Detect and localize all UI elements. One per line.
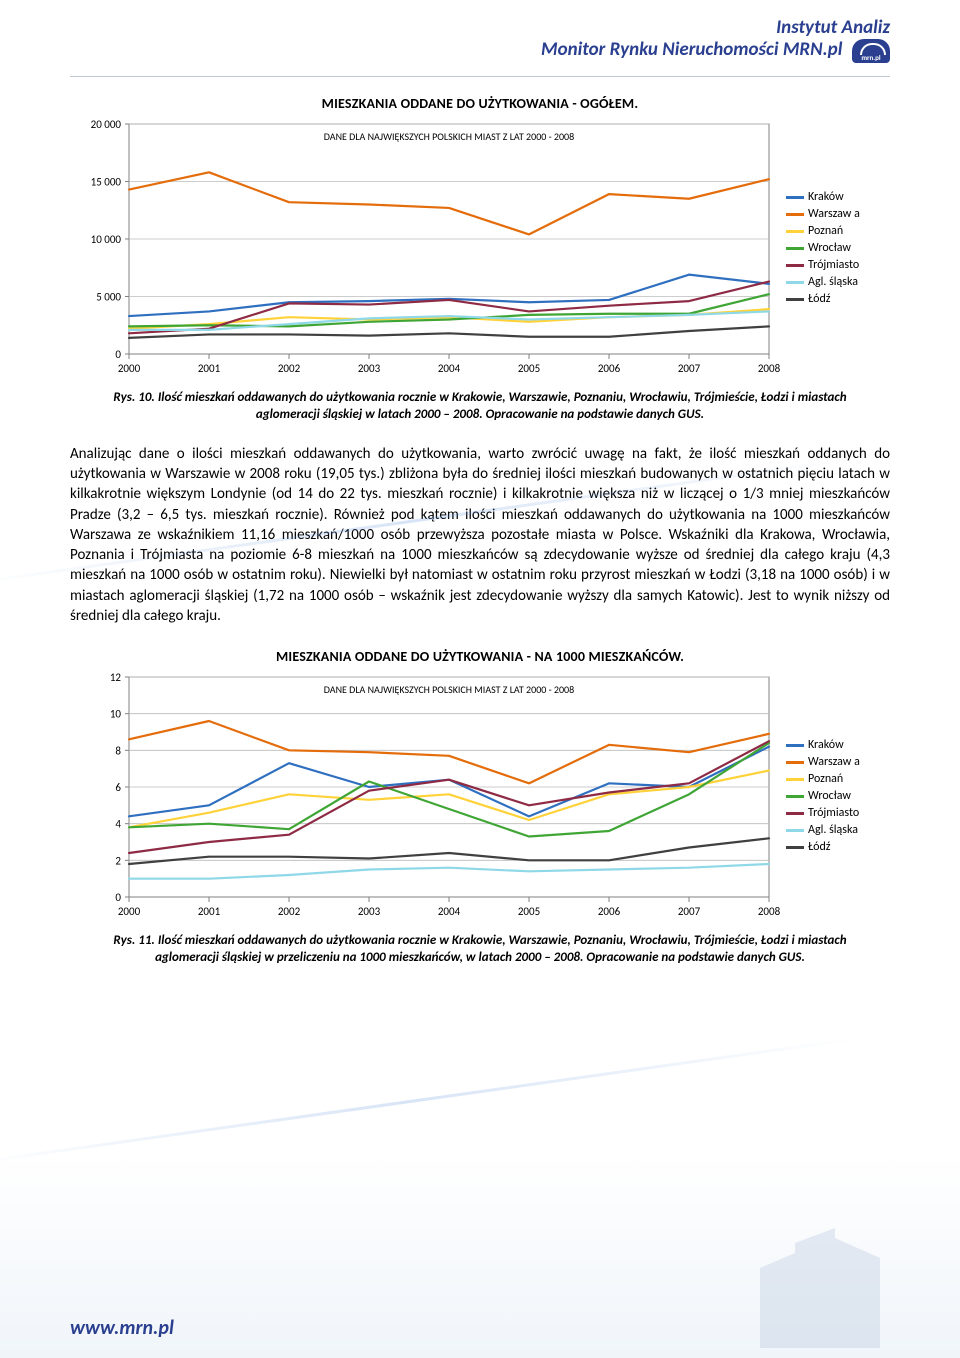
legend-label: Poznań [808,224,843,238]
legend-label: Kraków [808,190,844,204]
chart2-block: MIESZKANIA ODDANE DO UŻYTKOWANIA - NA 10… [70,648,890,923]
svg-text:4: 4 [115,818,121,831]
legend-swatch [786,264,804,267]
legend-item: Warszaw a [786,755,890,769]
legend-item: Trójmiasto [786,258,890,272]
caption1: Rys. 10. Ilość mieszkań oddawanych do uż… [100,390,860,424]
bg-stripe [0,1037,856,1165]
chart1-block: MIESZKANIA ODDANE DO UŻYTKOWANIA - OGÓŁE… [70,95,890,380]
svg-text:2001: 2001 [198,905,221,918]
legend-item: Łódź [786,840,890,854]
brand-block: Instytut Analiz Monitor Rynku Nieruchomo… [541,18,890,63]
svg-text:2007: 2007 [678,905,701,918]
legend-item: Poznań [786,224,890,238]
legend-label: Agl. śląska [808,823,858,837]
svg-text:8: 8 [115,744,121,757]
legend-swatch [786,795,804,798]
chart2-title: MIESZKANIA ODDANE DO UŻYTKOWANIA - NA 10… [70,648,890,665]
legend-label: Warszaw a [808,207,860,221]
header-divider [70,76,890,77]
legend-swatch [786,281,804,284]
legend-label: Wrocław [808,241,851,255]
legend-item: Poznań [786,772,890,786]
legend-swatch [786,744,804,747]
caption2: Rys. 11. Ilość mieszkań oddawanych do uż… [100,933,860,967]
legend-swatch [786,829,804,832]
svg-text:2008: 2008 [758,905,780,918]
brand-line2: Monitor Rynku Nieruchomości MRN.pl [541,38,842,61]
chart1-svg: 0 5 000 10 000 15 000 20 000 DANE DLA NAJWIĘK… [70,116,780,380]
legend-label: Łódź [808,292,831,306]
page: Instytut Analiz Monitor Rynku Nieruchomo… [0,0,960,1358]
svg-text:5 000: 5 000 [96,291,121,304]
svg-text:2: 2 [115,854,121,867]
legend-swatch [786,230,804,233]
legend-label: Warszaw a [808,755,860,769]
svg-text:20 000: 20 000 [91,118,122,131]
svg-text:2002: 2002 [278,362,301,375]
legend-item: Agl. śląska [786,823,890,837]
svg-text:0: 0 [115,348,121,361]
legend-swatch [786,298,804,301]
legend-item: Kraków [786,738,890,752]
legend-swatch [786,247,804,250]
legend-swatch [786,778,804,781]
svg-text:10 000: 10 000 [91,233,122,246]
svg-text:DANE DLA NAJWIĘKSZYCH POLSKICH: DANE DLA NAJWIĘKSZYCH POLSKICH MIAST Z L… [324,683,574,696]
brand-logo-icon [852,39,890,63]
legend-swatch [786,196,804,199]
legend-swatch [786,846,804,849]
svg-text:2005: 2005 [518,905,540,918]
chart1-title: MIESZKANIA ODDANE DO UŻYTKOWANIA - OGÓŁE… [70,95,890,112]
legend-label: Agl. śląska [808,275,858,289]
footer-url: www.mrn.pl [70,1316,174,1340]
legend-label: Wrocław [808,789,851,803]
svg-text:2006: 2006 [598,905,621,918]
svg-text:0: 0 [115,891,121,904]
svg-text:2000: 2000 [118,905,141,918]
chart1-legend: Kraków Warszaw a Poznań Wrocław Trójmiasto Ag… [780,116,890,380]
svg-text:10: 10 [110,708,122,721]
legend-label: Trójmiasto [808,806,859,820]
svg-text:2001: 2001 [198,362,221,375]
legend-item: Wrocław [786,789,890,803]
legend-label: Trójmiasto [808,258,859,272]
svg-text:15 000: 15 000 [91,176,122,189]
svg-text:2004: 2004 [438,905,461,918]
chart2-svg: 0 2 4 6 8 10 12 DANE DLA NAJWIĘKSZYCH POLSKICH … [70,669,780,923]
legend-item: Wrocław [786,241,890,255]
legend-item: Łódź [786,292,890,306]
legend-item: Trójmiasto [786,806,890,820]
svg-text:2008: 2008 [758,362,780,375]
svg-text:2000: 2000 [118,362,141,375]
legend-item: Kraków [786,190,890,204]
svg-text:DANE DLA NAJWIĘKSZYCH POLSKICH: DANE DLA NAJWIĘKSZYCH POLSKICH MIAST Z L… [324,130,574,143]
svg-text:2003: 2003 [358,905,381,918]
svg-text:2006: 2006 [598,362,621,375]
legend-item: Agl. śląska [786,275,890,289]
svg-text:2004: 2004 [438,362,461,375]
legend-item: Warszaw a [786,207,890,221]
svg-text:2007: 2007 [678,362,701,375]
svg-text:2005: 2005 [518,362,540,375]
brand-line1: Instytut Analiz [776,16,890,39]
legend-label: Kraków [808,738,844,752]
legend-label: Łódź [808,840,831,854]
svg-text:2002: 2002 [278,905,301,918]
legend-swatch [786,761,804,764]
legend-swatch [786,213,804,216]
chart2-legend: Kraków Warszaw a Poznań Wrocław Trójmiasto Ag… [780,669,890,923]
svg-text:6: 6 [115,781,121,794]
svg-text:12: 12 [110,671,122,684]
bg-building-icon [740,1198,900,1348]
legend-swatch [786,812,804,815]
svg-text:2003: 2003 [358,362,381,375]
legend-label: Poznań [808,772,843,786]
